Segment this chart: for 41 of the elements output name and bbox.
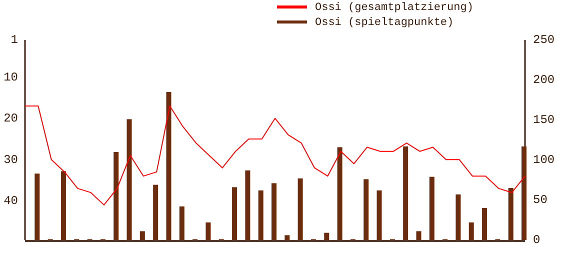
bar [166,92,172,240]
y-tick-label: 40 [4,194,18,208]
y-tick-label: 20 [4,112,18,126]
bar [324,232,330,240]
y-tick-label: 50 [533,193,548,208]
bar [482,208,488,240]
bar [126,119,132,240]
bar [179,206,184,240]
bar [522,146,526,240]
bar [403,146,408,240]
bar [364,179,369,240]
y-tick-label: 30 [4,152,18,167]
bar [114,152,119,240]
line-series [24,105,526,206]
bar [272,183,276,240]
bar [153,184,158,240]
bar [298,178,303,240]
y-tick-label: 1 [10,33,18,48]
bar [337,147,342,240]
bar [429,176,434,240]
legend-label: Ossi (gesamtplatzierung) [315,2,474,14]
bar [508,188,514,240]
bar [232,187,238,240]
bar [284,235,290,240]
y-tick-label: 250 [533,33,555,48]
bar [456,194,461,240]
bar [416,231,422,240]
bar [34,174,40,240]
y-tick-label: 200 [533,73,555,88]
bar [468,222,474,240]
y-tick-label: 0 [533,233,540,248]
y-tick-label: 150 [533,113,555,128]
legend-label: Ossi (spieltagpunkte) [315,16,454,29]
y-tick-label: 10 [4,70,18,84]
y-tick-label: 100 [533,153,555,168]
bar [258,190,264,240]
bar [206,222,211,240]
bar [245,170,250,240]
bar [376,190,382,240]
bar [140,231,145,240]
bar [60,171,66,240]
